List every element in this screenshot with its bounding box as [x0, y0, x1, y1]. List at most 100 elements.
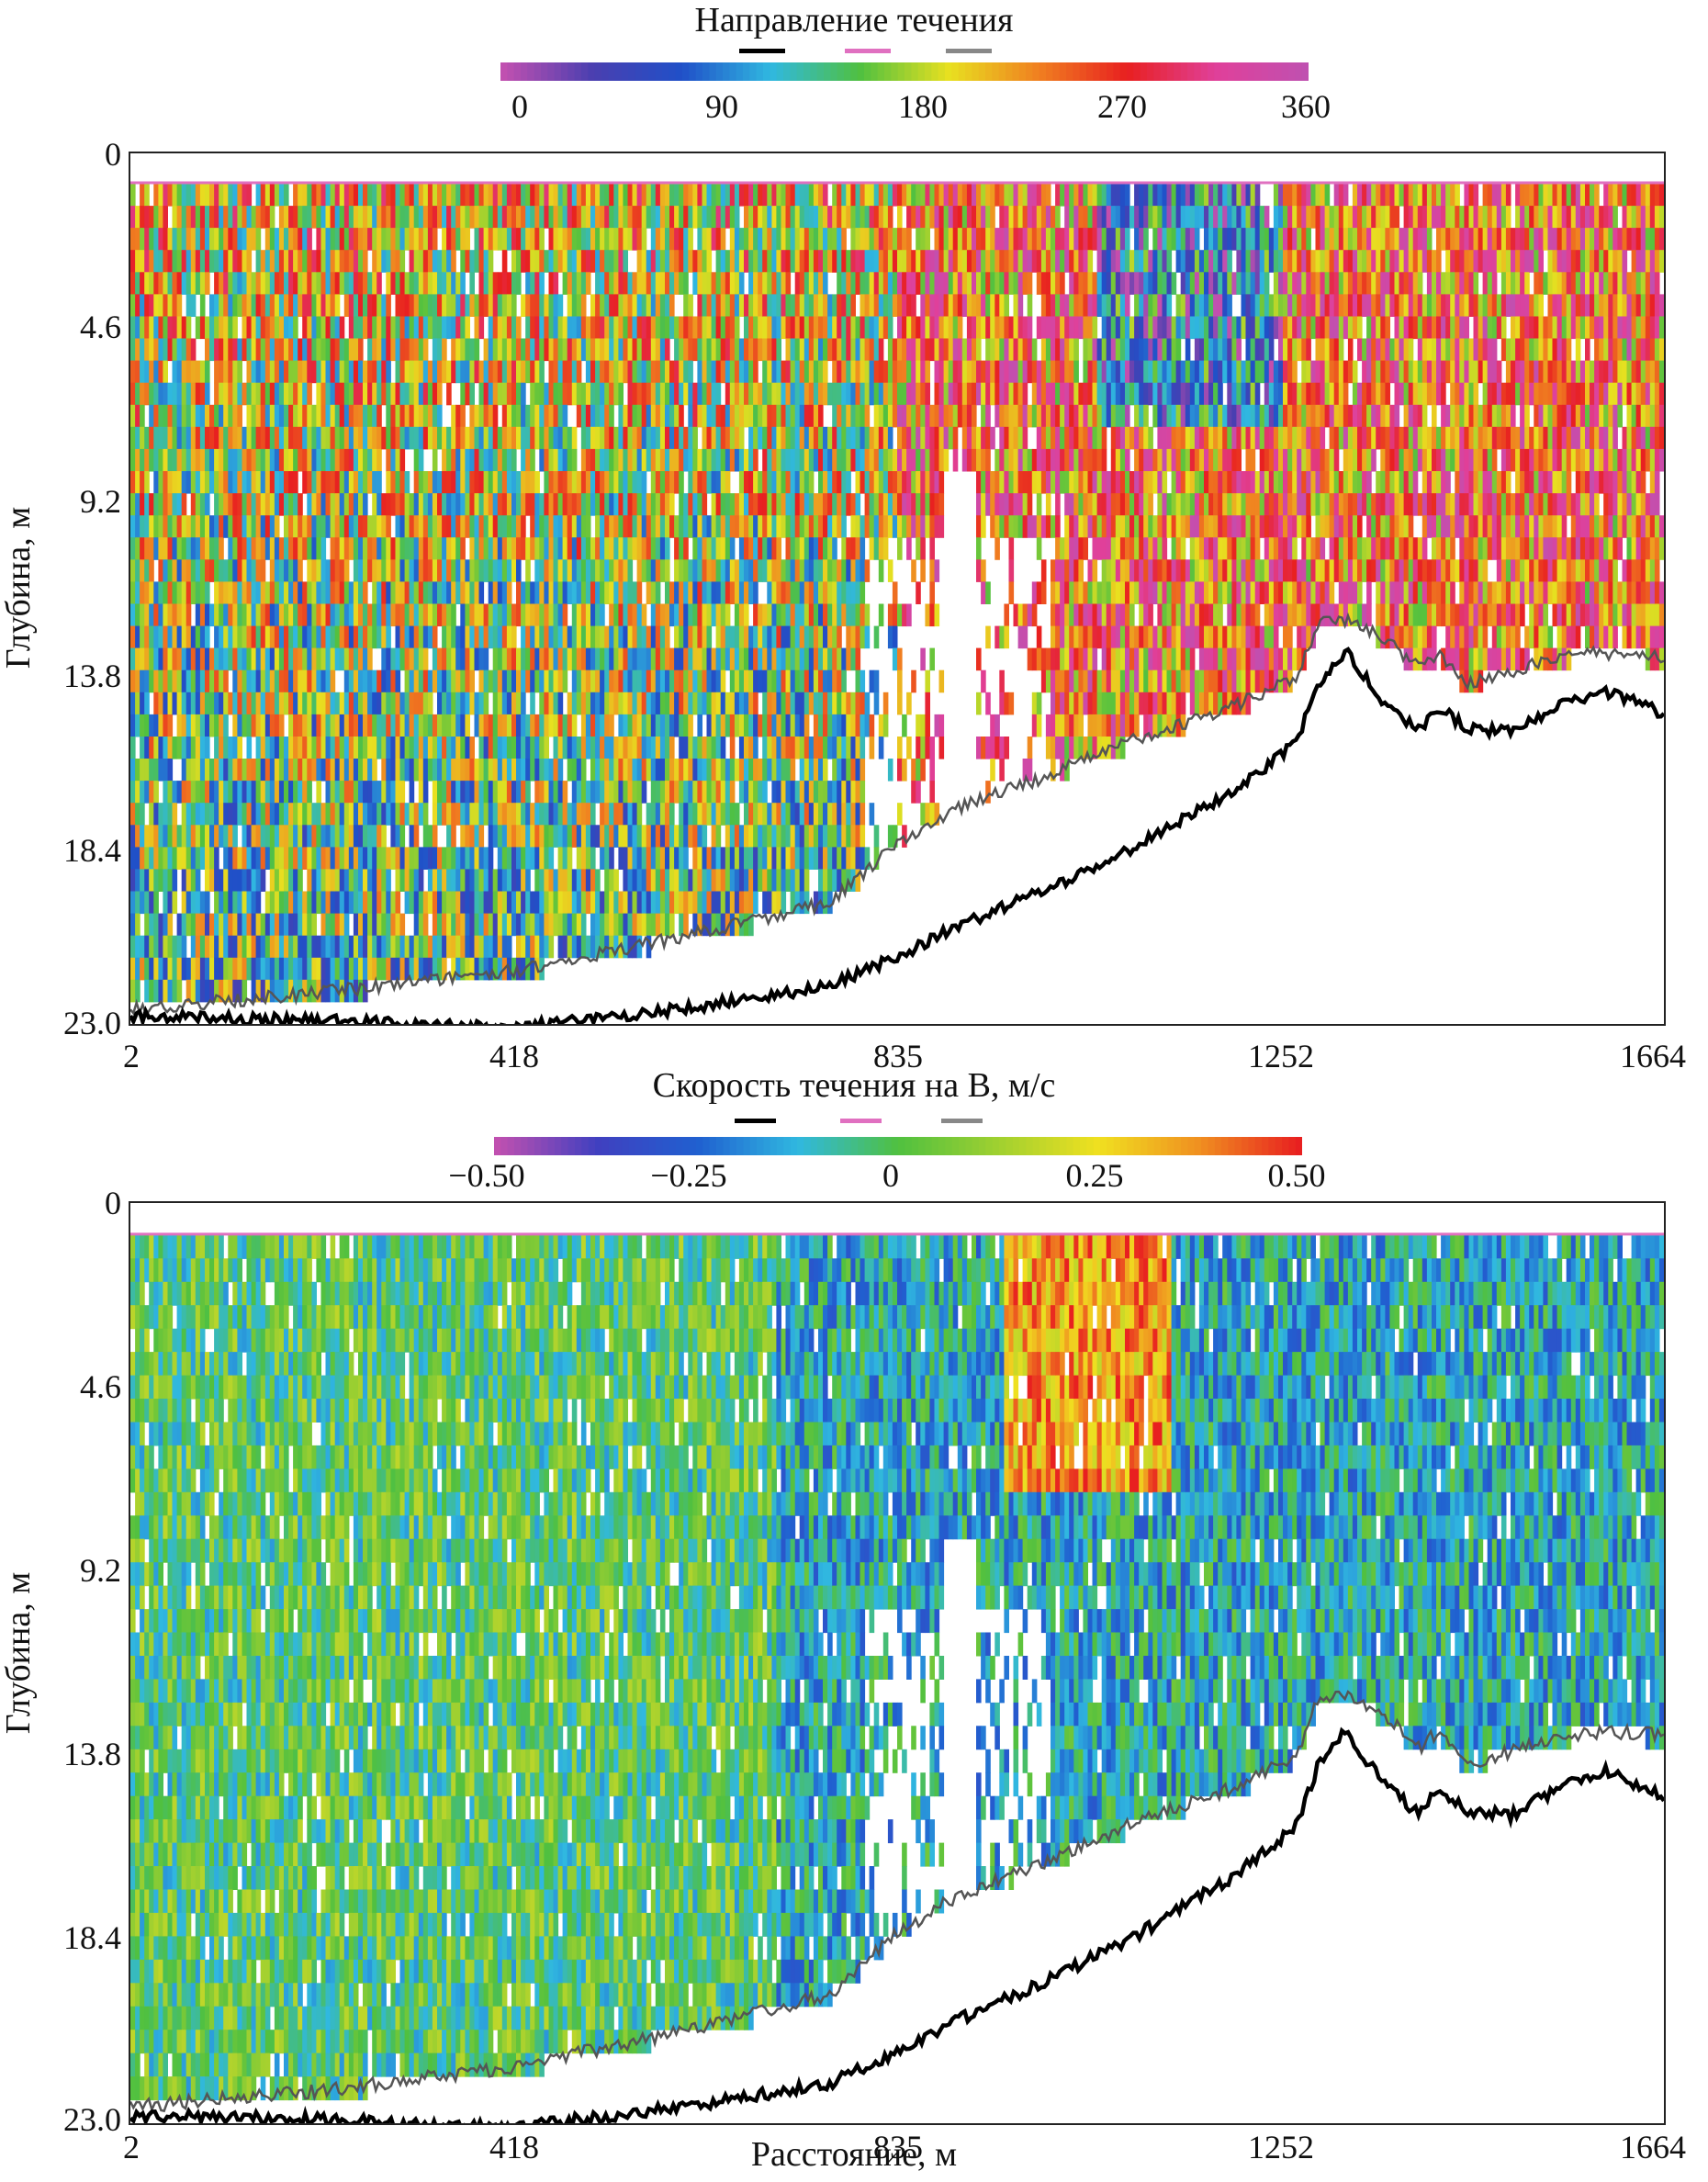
heatmap-cell	[734, 294, 740, 317]
heatmap-cell	[521, 692, 526, 715]
heatmap-cell	[576, 404, 582, 428]
heatmap-cell	[140, 957, 145, 981]
heatmap-cell	[483, 404, 489, 428]
heatmap-cell	[767, 803, 772, 826]
direction-cbar-tick: 0	[511, 88, 528, 125]
heatmap-cell	[623, 426, 628, 450]
heatmap-cell	[679, 426, 684, 450]
heatmap-cell	[353, 825, 359, 848]
heatmap-cell	[278, 184, 285, 207]
heatmap-cell	[195, 957, 201, 981]
heatmap-cell	[418, 294, 424, 317]
heatmap-cell	[316, 891, 321, 915]
heatmap-cell	[367, 625, 373, 649]
heatmap-cell	[748, 891, 754, 915]
heatmap-cell	[163, 316, 168, 340]
heatmap-cell	[311, 537, 317, 560]
heatmap-cell	[580, 338, 587, 362]
heatmap-cell	[697, 250, 702, 273]
heatmap-cell	[465, 316, 470, 340]
heatmap-cell	[501, 294, 508, 317]
heatmap-cell	[298, 891, 303, 915]
heatmap-cell	[320, 537, 327, 560]
heatmap-cell	[738, 471, 745, 494]
heatmap-cell	[140, 847, 145, 870]
heatmap-cell	[422, 316, 429, 340]
heatmap-cell	[195, 426, 201, 450]
heatmap-cell	[153, 382, 159, 406]
heatmap-cell	[255, 228, 262, 251]
heatmap-cell	[506, 803, 512, 826]
heatmap-cell	[562, 206, 568, 229]
heatmap-cell	[711, 360, 717, 384]
heatmap-cell	[557, 581, 564, 604]
heatmap-cell	[353, 338, 359, 362]
heatmap-cell	[232, 737, 238, 759]
heatmap-cell	[738, 825, 745, 848]
heatmap-cell	[237, 515, 242, 538]
heatmap-cell	[767, 471, 772, 494]
heatmap-cell	[650, 206, 657, 229]
heatmap-cell	[348, 537, 354, 560]
heatmap-cell	[219, 382, 224, 406]
heatmap-cell	[711, 847, 717, 870]
heatmap-cell	[497, 825, 503, 848]
heatmap-cell	[219, 184, 224, 207]
heatmap-cell	[158, 759, 163, 782]
heatmap-cell	[776, 493, 781, 516]
heatmap-cell	[288, 338, 294, 362]
heatmap-cell	[199, 847, 206, 870]
heatmap-cell	[228, 493, 233, 516]
heatmap-cell	[181, 228, 187, 251]
heatmap-cell	[367, 603, 373, 627]
heatmap-cell	[478, 781, 485, 804]
heatmap-cell	[562, 382, 568, 406]
heatmap-cell	[488, 294, 494, 317]
heatmap-cell	[367, 294, 373, 317]
heatmap-cell	[386, 803, 391, 826]
heatmap-cell	[144, 714, 150, 737]
heatmap-cell	[697, 493, 702, 516]
heatmap-cell	[320, 448, 327, 472]
heatmap-cell	[455, 913, 461, 937]
heatmap-cell	[478, 250, 485, 273]
colorbar-segment	[709, 62, 717, 81]
heatmap-cell	[422, 360, 429, 384]
heatmap-cell	[525, 869, 531, 892]
heatmap-cell	[363, 250, 368, 273]
heatmap-cell	[432, 714, 438, 737]
heatmap-cell	[469, 537, 475, 560]
heatmap-cell	[465, 781, 470, 804]
heatmap-cell	[744, 448, 749, 472]
heatmap-cell	[483, 228, 489, 251]
heatmap-cell	[409, 382, 415, 406]
heatmap-cell	[753, 692, 758, 715]
heatmap-cell	[521, 825, 526, 848]
heatmap-cell	[469, 647, 475, 671]
heatmap-cell	[163, 847, 168, 870]
heatmap-cell	[530, 581, 535, 604]
heatmap-cell	[363, 272, 368, 295]
heatmap-cell	[469, 913, 475, 937]
heatmap-cell	[363, 448, 368, 472]
heatmap-cell	[190, 184, 197, 207]
heatmap-cell	[539, 669, 545, 693]
heatmap-cell	[720, 581, 726, 604]
heatmap-cell	[665, 537, 670, 560]
heatmap-cell	[636, 404, 643, 428]
heatmap-cell	[144, 515, 150, 538]
heatmap-cell	[488, 847, 494, 870]
heatmap-cell	[580, 825, 587, 848]
heatmap-cell	[646, 737, 652, 759]
heatmap-cell	[706, 625, 713, 649]
heatmap-cell	[790, 404, 796, 428]
heatmap-cell	[753, 581, 758, 604]
heatmap-cell	[469, 250, 475, 273]
heatmap-cell	[609, 869, 614, 892]
heatmap-cell	[446, 515, 452, 538]
heatmap-cell	[679, 537, 684, 560]
heatmap-cell	[516, 228, 522, 251]
heatmap-cell	[627, 515, 634, 538]
heatmap-cell	[776, 316, 781, 340]
heatmap-cell	[381, 382, 387, 406]
